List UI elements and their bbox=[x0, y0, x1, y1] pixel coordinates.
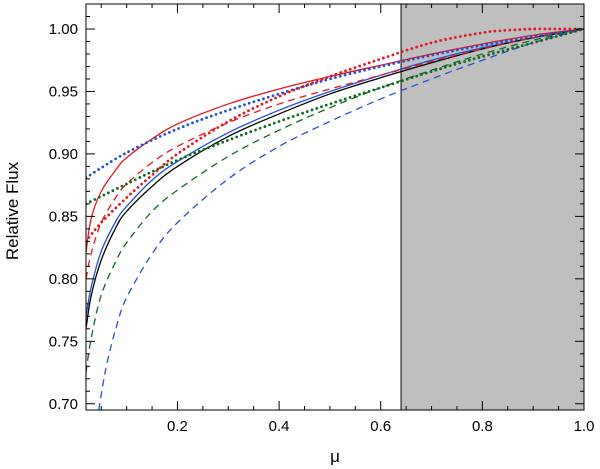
x-tick-label: 0.6 bbox=[370, 418, 391, 435]
y-tick-label: 0.90 bbox=[49, 146, 78, 163]
series-line-dotted-7 bbox=[86, 27, 584, 180]
series-line-dotted-9 bbox=[86, 27, 584, 243]
series-line-solid-2 bbox=[86, 28, 584, 317]
series-line-dotted-8 bbox=[86, 27, 584, 206]
x-tick-label: 1.0 bbox=[574, 418, 595, 435]
shaded-region bbox=[401, 4, 584, 410]
y-tick-label: 0.85 bbox=[49, 208, 78, 225]
y-tick-label: 0.80 bbox=[49, 271, 78, 288]
x-tick-label: 0.4 bbox=[269, 418, 290, 435]
y-tick-label: 0.75 bbox=[49, 333, 78, 350]
x-tick-label: 0.8 bbox=[472, 418, 493, 435]
y-tick-label: 0.95 bbox=[49, 83, 78, 100]
series-line-dashed-6 bbox=[98, 28, 584, 410]
series-line-dashed-4 bbox=[86, 28, 584, 279]
plot-area: 0.2 0.4 0.6 0.8 1.0 0.70 0.75 0.80 0.85 0.90 0.95 1… bbox=[49, 3, 595, 435]
plot-frame bbox=[85, 3, 585, 411]
x-axis-label: μ bbox=[330, 447, 340, 466]
x-tick-label: 0.2 bbox=[167, 418, 188, 435]
y-tick-label: 1.00 bbox=[49, 21, 78, 38]
series-line-dashed-5 bbox=[86, 28, 584, 373]
y-tick-label: 0.70 bbox=[49, 396, 78, 413]
y-axis-label: Relative Flux bbox=[3, 161, 22, 260]
